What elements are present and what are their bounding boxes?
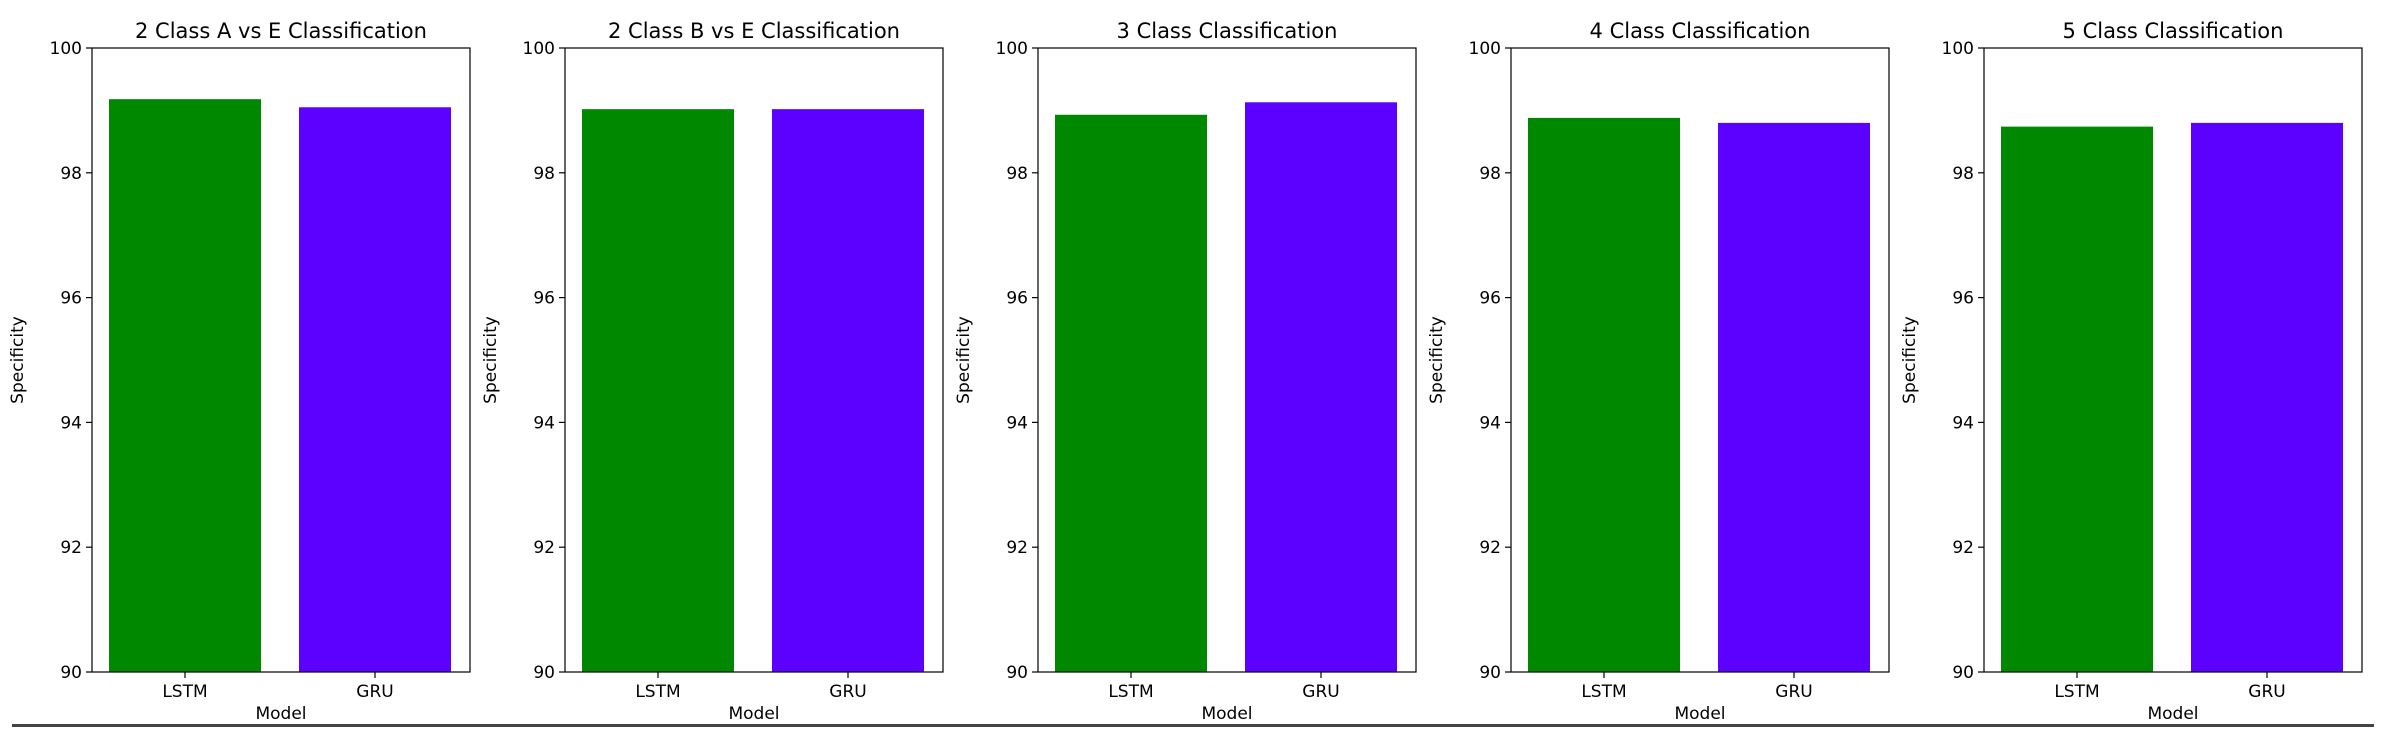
y-tick-label: 98 bbox=[1952, 164, 1974, 184]
axes-frame bbox=[91, 47, 471, 673]
axes-frame bbox=[564, 47, 944, 673]
y-tick-label: 96 bbox=[60, 289, 82, 309]
chart-panel-5: 90 92 94 96 98 100 LSTM GRU 5 Class Classificati… bbox=[1900, 19, 2363, 724]
bottom-divider bbox=[12, 724, 2374, 727]
y-tick-label: 90 bbox=[533, 663, 555, 683]
axes-frame bbox=[1037, 47, 1417, 673]
y-tick-label: 94 bbox=[533, 413, 555, 433]
y-tick-label: 100 bbox=[996, 39, 1028, 59]
y-tick-label: 98 bbox=[1006, 164, 1028, 184]
y-tick-label: 90 bbox=[1952, 663, 1974, 683]
y-axis-label: Specificity bbox=[1427, 316, 1447, 404]
y-tick-label: 90 bbox=[60, 663, 82, 683]
y-tick-label: 94 bbox=[60, 413, 82, 433]
x-axis-label: Model bbox=[255, 704, 306, 724]
y-tick-label: 96 bbox=[1006, 289, 1028, 309]
y-tick-label: 96 bbox=[533, 289, 555, 309]
chart-panel-2: 90 92 94 96 98 100 LSTM GRU 2 Class B vs E Class… bbox=[481, 19, 944, 724]
y-axis-label: Specificity bbox=[1900, 316, 1920, 404]
y-tick-label: 98 bbox=[1479, 164, 1501, 184]
axes-frame bbox=[1510, 47, 1890, 673]
y-axis-label: Specificity bbox=[954, 316, 974, 404]
y-tick-label: 94 bbox=[1006, 413, 1028, 433]
y-tick-label: 92 bbox=[1006, 538, 1028, 558]
x-tick-label: GRU bbox=[2248, 682, 2285, 702]
y-axis-label: Specificity bbox=[8, 316, 28, 404]
bar-lstm bbox=[109, 99, 261, 673]
y-tick-label: 90 bbox=[1006, 663, 1028, 683]
y-tick-label: 100 bbox=[523, 39, 555, 59]
bar-lstm bbox=[1055, 114, 1207, 672]
y-axis-label: Specificity bbox=[481, 316, 501, 404]
y-tick-label: 98 bbox=[533, 164, 555, 184]
x-tick-label: LSTM bbox=[1108, 682, 1153, 702]
y-tick-label: 92 bbox=[1479, 538, 1501, 558]
y-tick-label: 92 bbox=[60, 538, 82, 558]
x-tick-label: LSTM bbox=[1581, 682, 1626, 702]
y-tick-label: 100 bbox=[1942, 39, 1974, 59]
chart-panel-1: 90 92 94 96 98 100 LSTM GRU 2 Class A vs E Class… bbox=[8, 19, 471, 724]
x-tick-label: GRU bbox=[356, 682, 393, 702]
x-tick-label: LSTM bbox=[2054, 682, 2099, 702]
x-axis-label: Model bbox=[2147, 704, 2198, 724]
bar-gru bbox=[299, 107, 451, 672]
x-axis-label: Model bbox=[728, 704, 779, 724]
x-tick-label: GRU bbox=[1302, 682, 1339, 702]
chart-panel-4: 90 92 94 96 98 100 LSTM GRU 4 Class Classificati… bbox=[1427, 19, 1890, 724]
y-tick-label: 100 bbox=[50, 39, 82, 59]
x-tick-label: GRU bbox=[829, 682, 866, 702]
bar-lstm bbox=[582, 109, 734, 673]
y-tick-label: 90 bbox=[1479, 663, 1501, 683]
y-tick-label: 92 bbox=[1952, 538, 1974, 558]
bar-lstm bbox=[2001, 126, 2153, 672]
chart-title: 3 Class Classification bbox=[1117, 19, 1338, 43]
y-tick-label: 94 bbox=[1479, 413, 1501, 433]
x-axis-label: Model bbox=[1674, 704, 1725, 724]
chart-title: 5 Class Classification bbox=[2063, 19, 2284, 43]
y-tick-label: 96 bbox=[1952, 289, 1974, 309]
y-tick-label: 100 bbox=[1469, 39, 1501, 59]
y-tick-label: 92 bbox=[533, 538, 555, 558]
chart-panel-3: 90 92 94 96 98 100 LSTM GRU 3 Class Classificati… bbox=[954, 19, 1417, 724]
bar-gru bbox=[1245, 102, 1397, 672]
y-tick-label: 94 bbox=[1952, 413, 1974, 433]
bar-lstm bbox=[1528, 117, 1680, 672]
y-tick-label: 96 bbox=[1479, 289, 1501, 309]
y-tick-label: 98 bbox=[60, 164, 82, 184]
x-axis-label: Model bbox=[1201, 704, 1252, 724]
x-tick-label: LSTM bbox=[162, 682, 207, 702]
x-tick-label: GRU bbox=[1775, 682, 1812, 702]
chart-title: 2 Class B vs E Classification bbox=[608, 19, 900, 43]
chart-title: 2 Class A vs E Classification bbox=[135, 19, 427, 43]
bar-gru bbox=[2191, 122, 2343, 672]
chart-title: 4 Class Classification bbox=[1590, 19, 1811, 43]
bar-gru bbox=[1718, 122, 1870, 672]
x-tick-label: LSTM bbox=[635, 682, 680, 702]
axes-frame bbox=[1983, 47, 2363, 673]
bar-gru bbox=[772, 109, 924, 673]
